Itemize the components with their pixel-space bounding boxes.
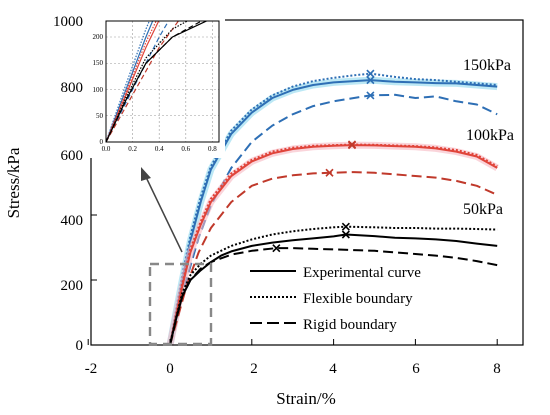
annotation-100kpa: 100kPa	[466, 127, 514, 144]
legend: Experimental curve Flexible boundary Rig…	[250, 265, 421, 333]
legend-label-experimental: Experimental curve	[303, 265, 421, 281]
inset-curves	[106, 21, 209, 142]
inset-zoom-chart: 0.0 0.2 0.4 0.6 0.8 0 50 100 150 200	[90, 13, 225, 158]
inset-x-tick-label: 0.6	[181, 145, 190, 153]
y-axis-title: Stress/kPa	[4, 147, 23, 218]
series-50kPa-solid	[169, 233, 498, 346]
peak-marker	[366, 69, 375, 78]
zoom-region-box	[148, 262, 213, 346]
peak-marker	[341, 230, 350, 239]
annotation-50kpa: 50kPa	[463, 201, 503, 218]
y-tick-label: 0	[76, 338, 84, 354]
y-tick-label: 600	[61, 148, 84, 164]
inset-series-100kPa-solid	[106, 21, 160, 142]
inset-frame	[105, 20, 220, 143]
inset-y-tick-label: 0	[100, 138, 104, 146]
series-50kPa-dashed	[169, 247, 498, 346]
inset-background	[90, 13, 225, 158]
inset-grid	[106, 21, 219, 142]
inset-x-tick-label: 0.0	[102, 145, 111, 153]
peak-marker	[366, 91, 375, 100]
x-tick-label: -2	[85, 361, 98, 377]
x-tick-label: 0	[166, 361, 174, 377]
inset-series-group	[106, 21, 209, 142]
inset-series-50kPa-dashed	[106, 21, 203, 142]
annotation-150kpa: 150kPa	[463, 57, 511, 74]
inset-x-tick-label: 0.4	[155, 145, 164, 153]
series-100kPa-solid	[169, 144, 498, 346]
series-halo-100kPa	[166, 141, 499, 346]
inset-y-tick-label: 100	[93, 86, 104, 94]
y-tick-label: 1000	[53, 14, 83, 30]
peak-marker	[272, 244, 281, 253]
plot-frame	[90, 19, 524, 346]
inset-x-tick-label: 0.8	[208, 145, 217, 153]
y-tick-label: 400	[61, 213, 84, 229]
inset-series-100kPa-dashed	[106, 21, 180, 142]
peak-markers-layer	[272, 69, 375, 253]
peak-marker	[366, 76, 375, 85]
legend-label-flexible: Flexible boundary	[303, 291, 413, 307]
inset-series-150kPa-solid	[106, 21, 154, 142]
inset-x-tick-label: 0.2	[128, 145, 137, 153]
y-tick-label: 800	[61, 80, 84, 96]
inset-y-tick-label: 150	[93, 59, 104, 67]
x-tick-label: 8	[493, 361, 501, 377]
inset-y-tick-label: 50	[96, 112, 104, 120]
x-tick-label: 2	[250, 361, 258, 377]
y-tick-label: 200	[61, 278, 84, 294]
legend-label-rigid: Rigid boundary	[303, 317, 397, 333]
series-100kPa-dashed	[169, 171, 498, 346]
series-150kPa-solid	[169, 79, 498, 346]
peak-marker	[341, 222, 350, 231]
peak-marker	[347, 141, 357, 150]
series-50kPa-dotted	[169, 225, 498, 346]
x-axis-title: Strain/%	[276, 389, 336, 408]
peak-marker	[325, 168, 334, 177]
inset-y-tick-label: 200	[93, 33, 104, 41]
zoom-arrow-head	[141, 167, 151, 181]
zoom-arrow-line	[144, 174, 183, 253]
series-150kPa-dotted	[169, 72, 498, 346]
series-100kPa-dotted	[169, 143, 498, 346]
x-tick-label: 6	[412, 361, 420, 377]
x-tick-label: 4	[329, 361, 337, 377]
curves-layer	[166, 72, 499, 346]
